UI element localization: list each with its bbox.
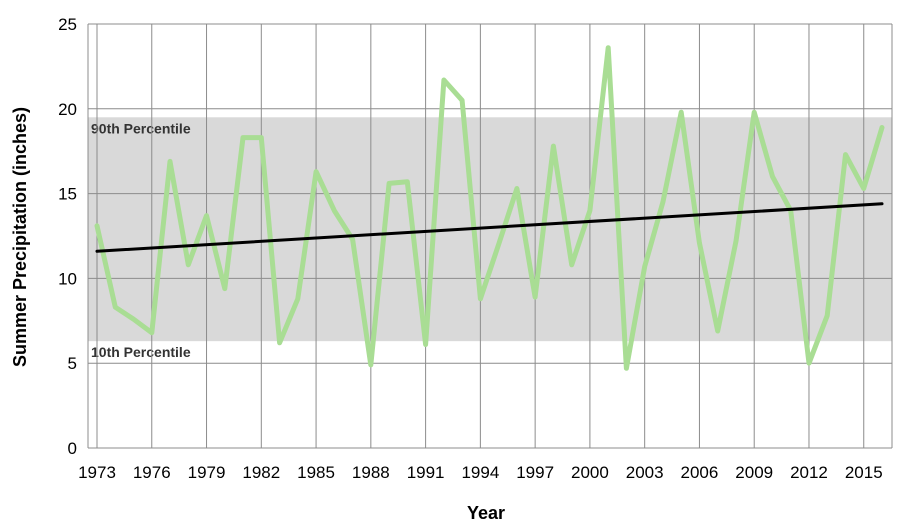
y-tick-label: 10 <box>58 269 77 288</box>
y-tick-labels: 0 5 10 15 20 25 <box>58 15 77 458</box>
x-tick-label: 2006 <box>681 463 719 482</box>
x-tick-label: 1997 <box>516 463 554 482</box>
x-tick-label: 1985 <box>297 463 335 482</box>
x-tick-label: 2009 <box>735 463 773 482</box>
band-label: 10th Percentile <box>91 344 191 360</box>
percentile-band-layer: 90th Percentile 10th Percentile <box>88 117 892 360</box>
y-tick-label: 25 <box>58 15 77 34</box>
x-tick-label: 2012 <box>790 463 828 482</box>
x-tick-label: 2015 <box>845 463 883 482</box>
y-tick-label: 5 <box>68 354 77 373</box>
series-layer <box>94 45 885 371</box>
y-tick-label: 15 <box>58 185 77 204</box>
x-tick-label: 1991 <box>407 463 445 482</box>
precipitation-line <box>94 45 885 371</box>
x-tick-label: 1973 <box>78 463 116 482</box>
y-tick-label: 0 <box>68 439 77 458</box>
x-axis-title: Year <box>467 503 505 523</box>
percentile-band <box>88 117 892 342</box>
x-tick-labels: 1973 1976 1979 1982 1985 1988 1991 1994 1997 2000… <box>78 463 883 482</box>
x-tick-label: 2000 <box>571 463 609 482</box>
x-tick-label: 2003 <box>626 463 664 482</box>
band-label: 90th Percentile <box>91 120 191 136</box>
x-tick-label: 1988 <box>352 463 390 482</box>
y-tick-label: 20 <box>58 100 77 119</box>
y-axis-title: Summer Precipitation (inches) <box>10 107 30 367</box>
x-tick-label: 1979 <box>188 463 226 482</box>
x-tick-label: 1982 <box>242 463 280 482</box>
x-tick-label: 1994 <box>461 463 499 482</box>
x-tick-label: 1976 <box>133 463 171 482</box>
trend-line <box>95 202 884 253</box>
